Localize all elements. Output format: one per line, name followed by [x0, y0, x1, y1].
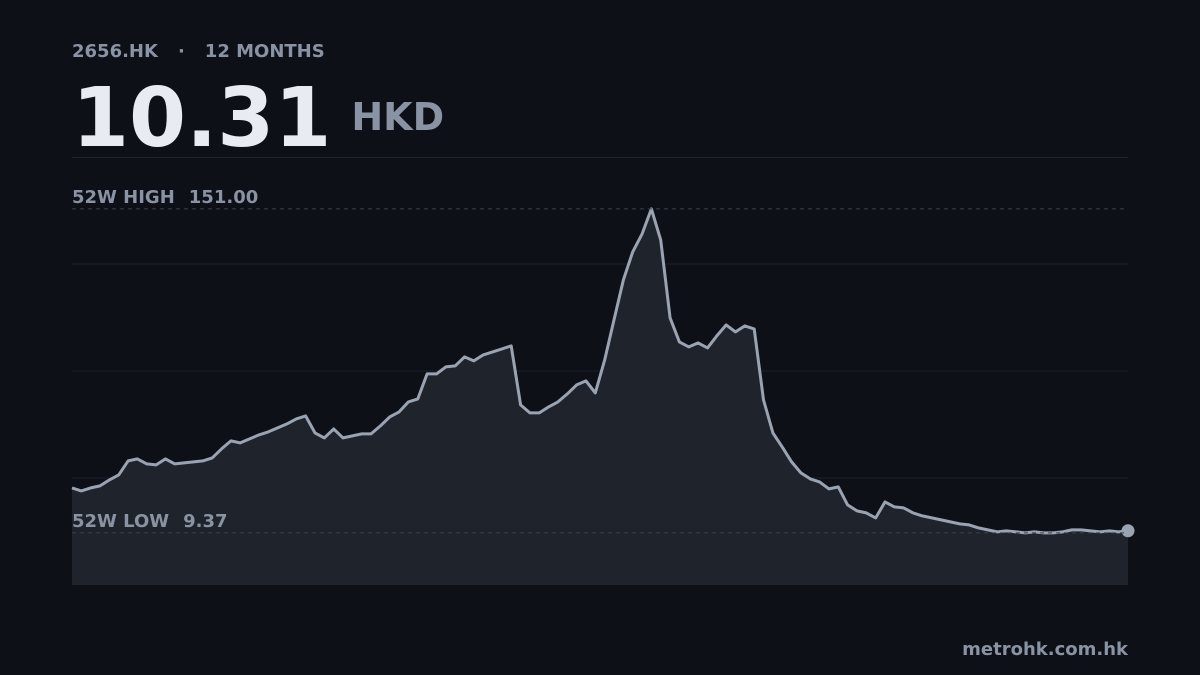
- currency: HKD: [351, 95, 444, 139]
- price-line: [71, 207, 1129, 535]
- source: metrohk.com.hk: [962, 639, 1129, 660]
- price: 10.31: [72, 71, 331, 166]
- reference-value: 151.00: [189, 187, 258, 208]
- reference-label: 52W LOW: [72, 511, 169, 532]
- last-point: [1121, 524, 1135, 538]
- area: [72, 208, 1128, 585]
- separator: ·: [178, 41, 185, 62]
- reference-value: 9.37: [183, 511, 227, 532]
- ticker: 2656.HK: [72, 41, 159, 62]
- period: 12 MONTHS: [205, 41, 325, 62]
- reference-label: 52W HIGH: [72, 187, 175, 208]
